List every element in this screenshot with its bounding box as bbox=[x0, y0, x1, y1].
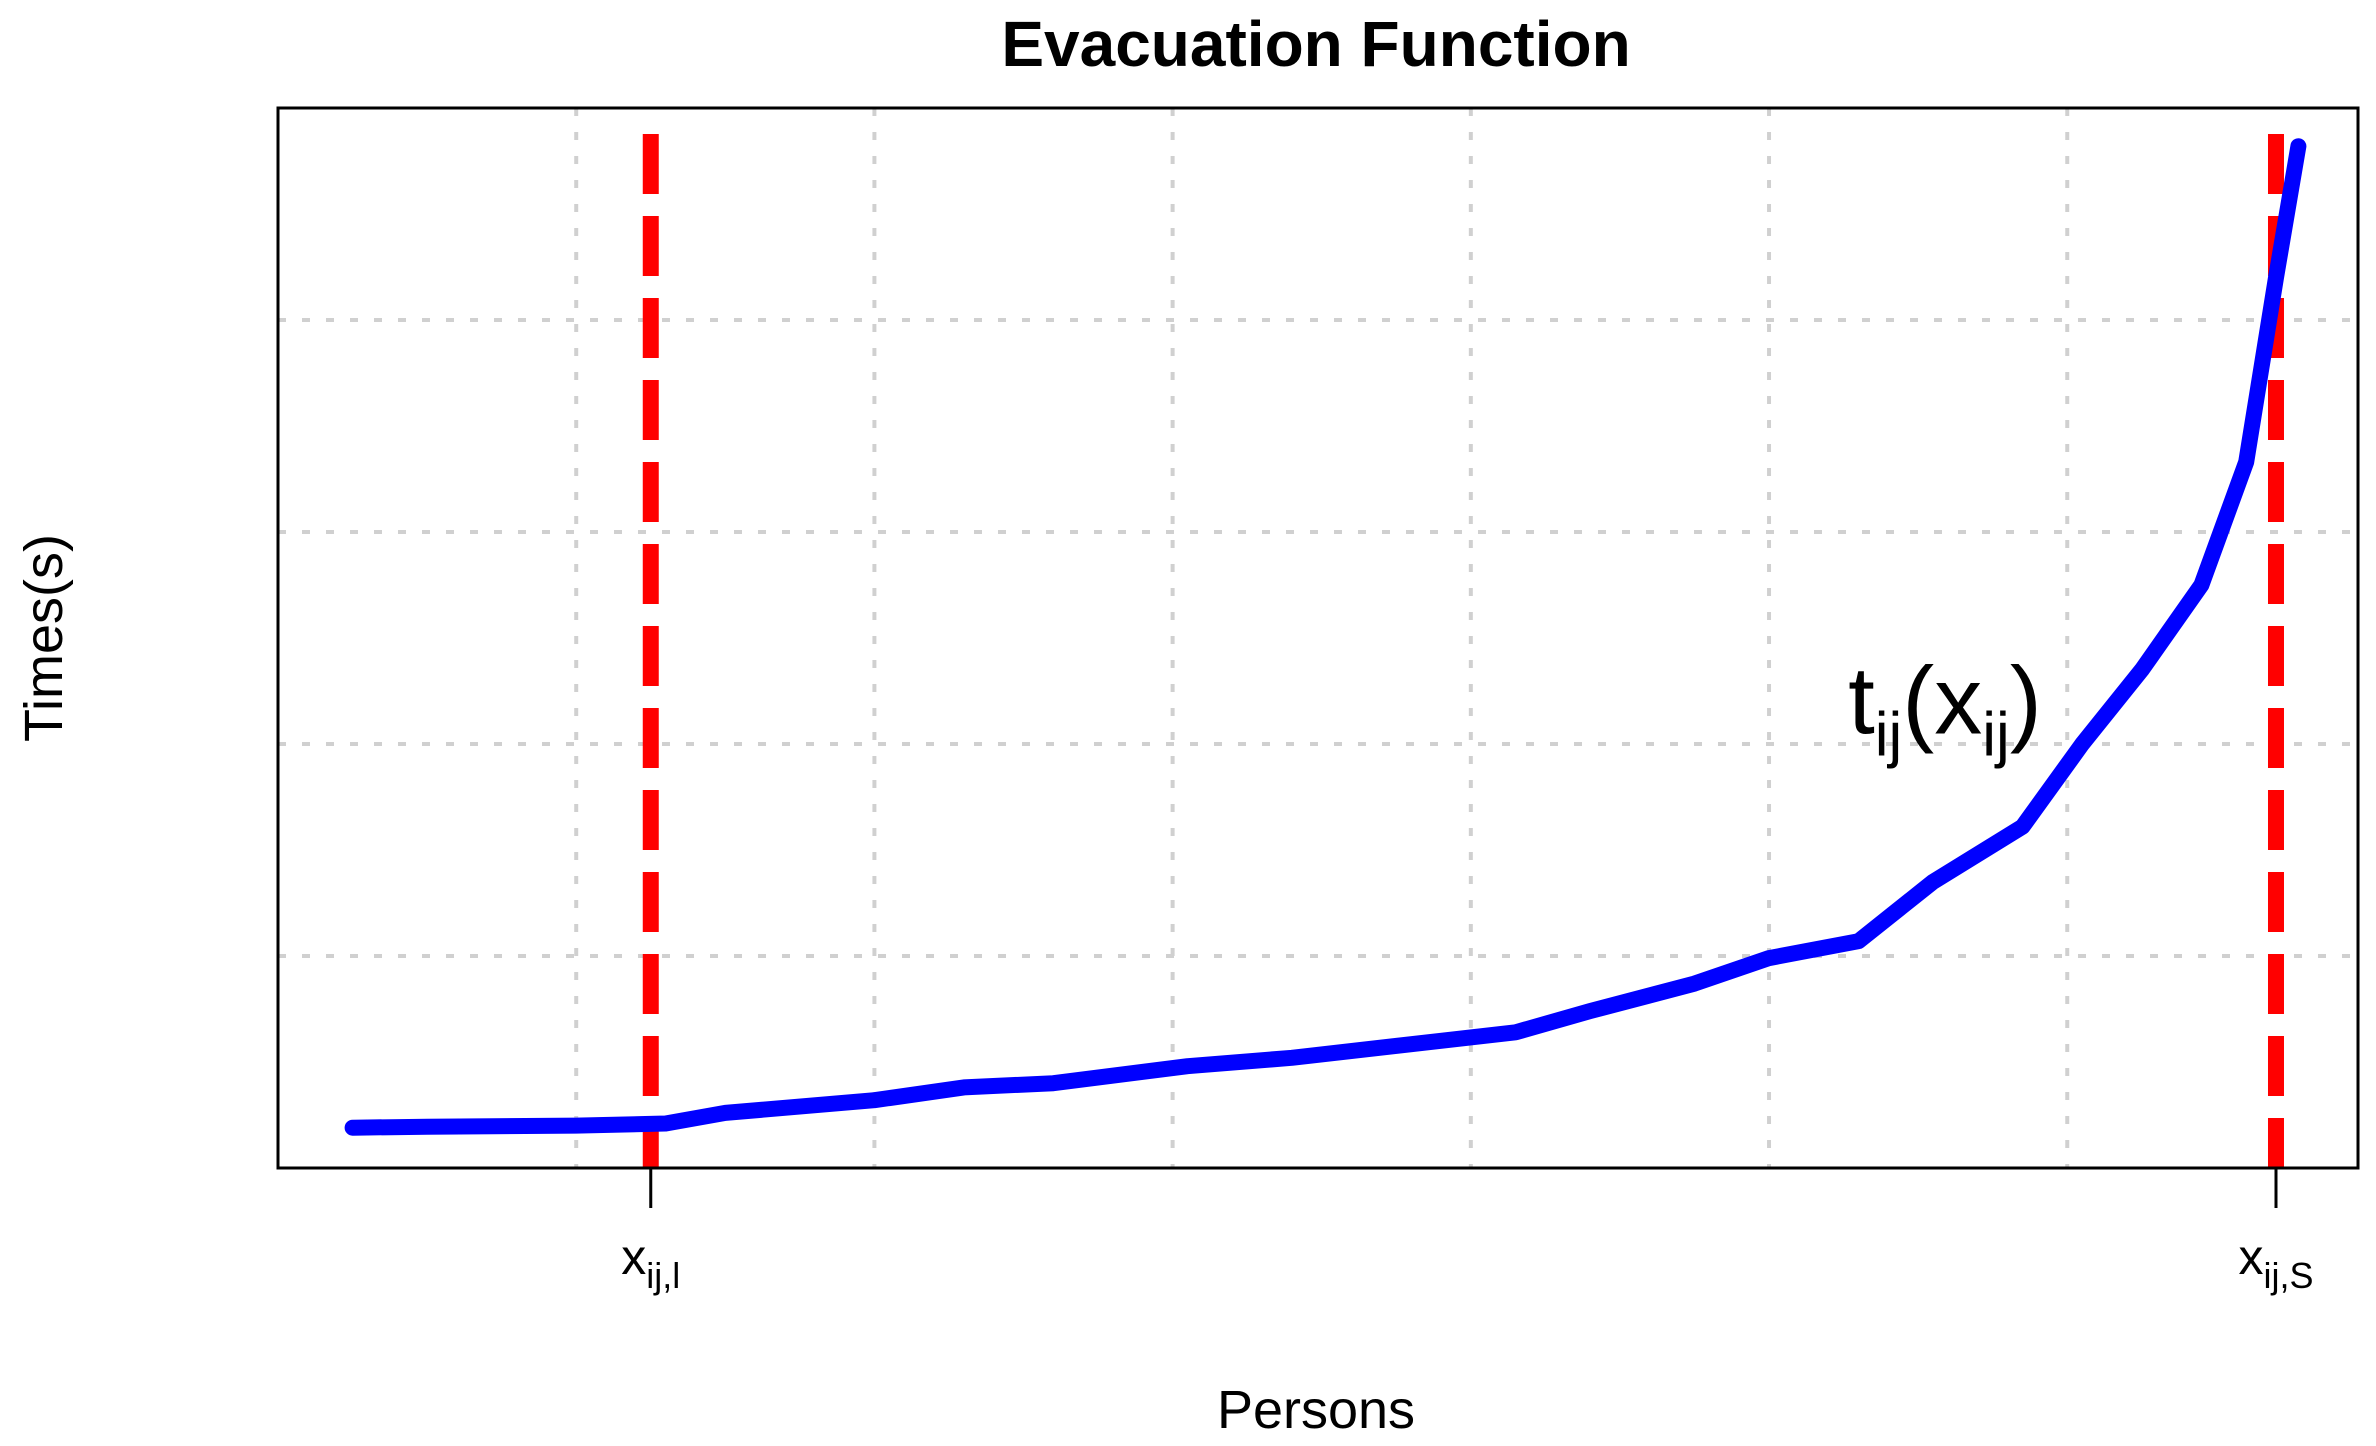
annotation-base: t bbox=[1848, 647, 1875, 754]
annotation-inner: x bbox=[1934, 647, 1982, 754]
annotation-paren-close: ) bbox=[2010, 647, 2042, 754]
series-group bbox=[344, 138, 2307, 1136]
grid-lines bbox=[278, 108, 2358, 1168]
annotation-sub1: ij bbox=[1875, 700, 1903, 769]
series-line bbox=[344, 138, 2307, 1136]
curve-annotation: tij(xij) bbox=[1848, 647, 2042, 769]
tick-label: xij,l bbox=[621, 1229, 680, 1296]
annotation-sub2: ij bbox=[1982, 700, 2010, 769]
tick-label: xij,S bbox=[2238, 1229, 2313, 1296]
x-axis-label: Persons bbox=[1217, 1380, 1415, 1440]
chart-title: Evacuation Function bbox=[1001, 8, 1630, 80]
y-axis-label: Times(s) bbox=[14, 534, 74, 742]
annotation-paren-open: ( bbox=[1902, 647, 1934, 754]
plot-frame bbox=[276, 106, 2360, 1170]
x-axis-ticks: xij,l xij,S bbox=[621, 1168, 2314, 1296]
